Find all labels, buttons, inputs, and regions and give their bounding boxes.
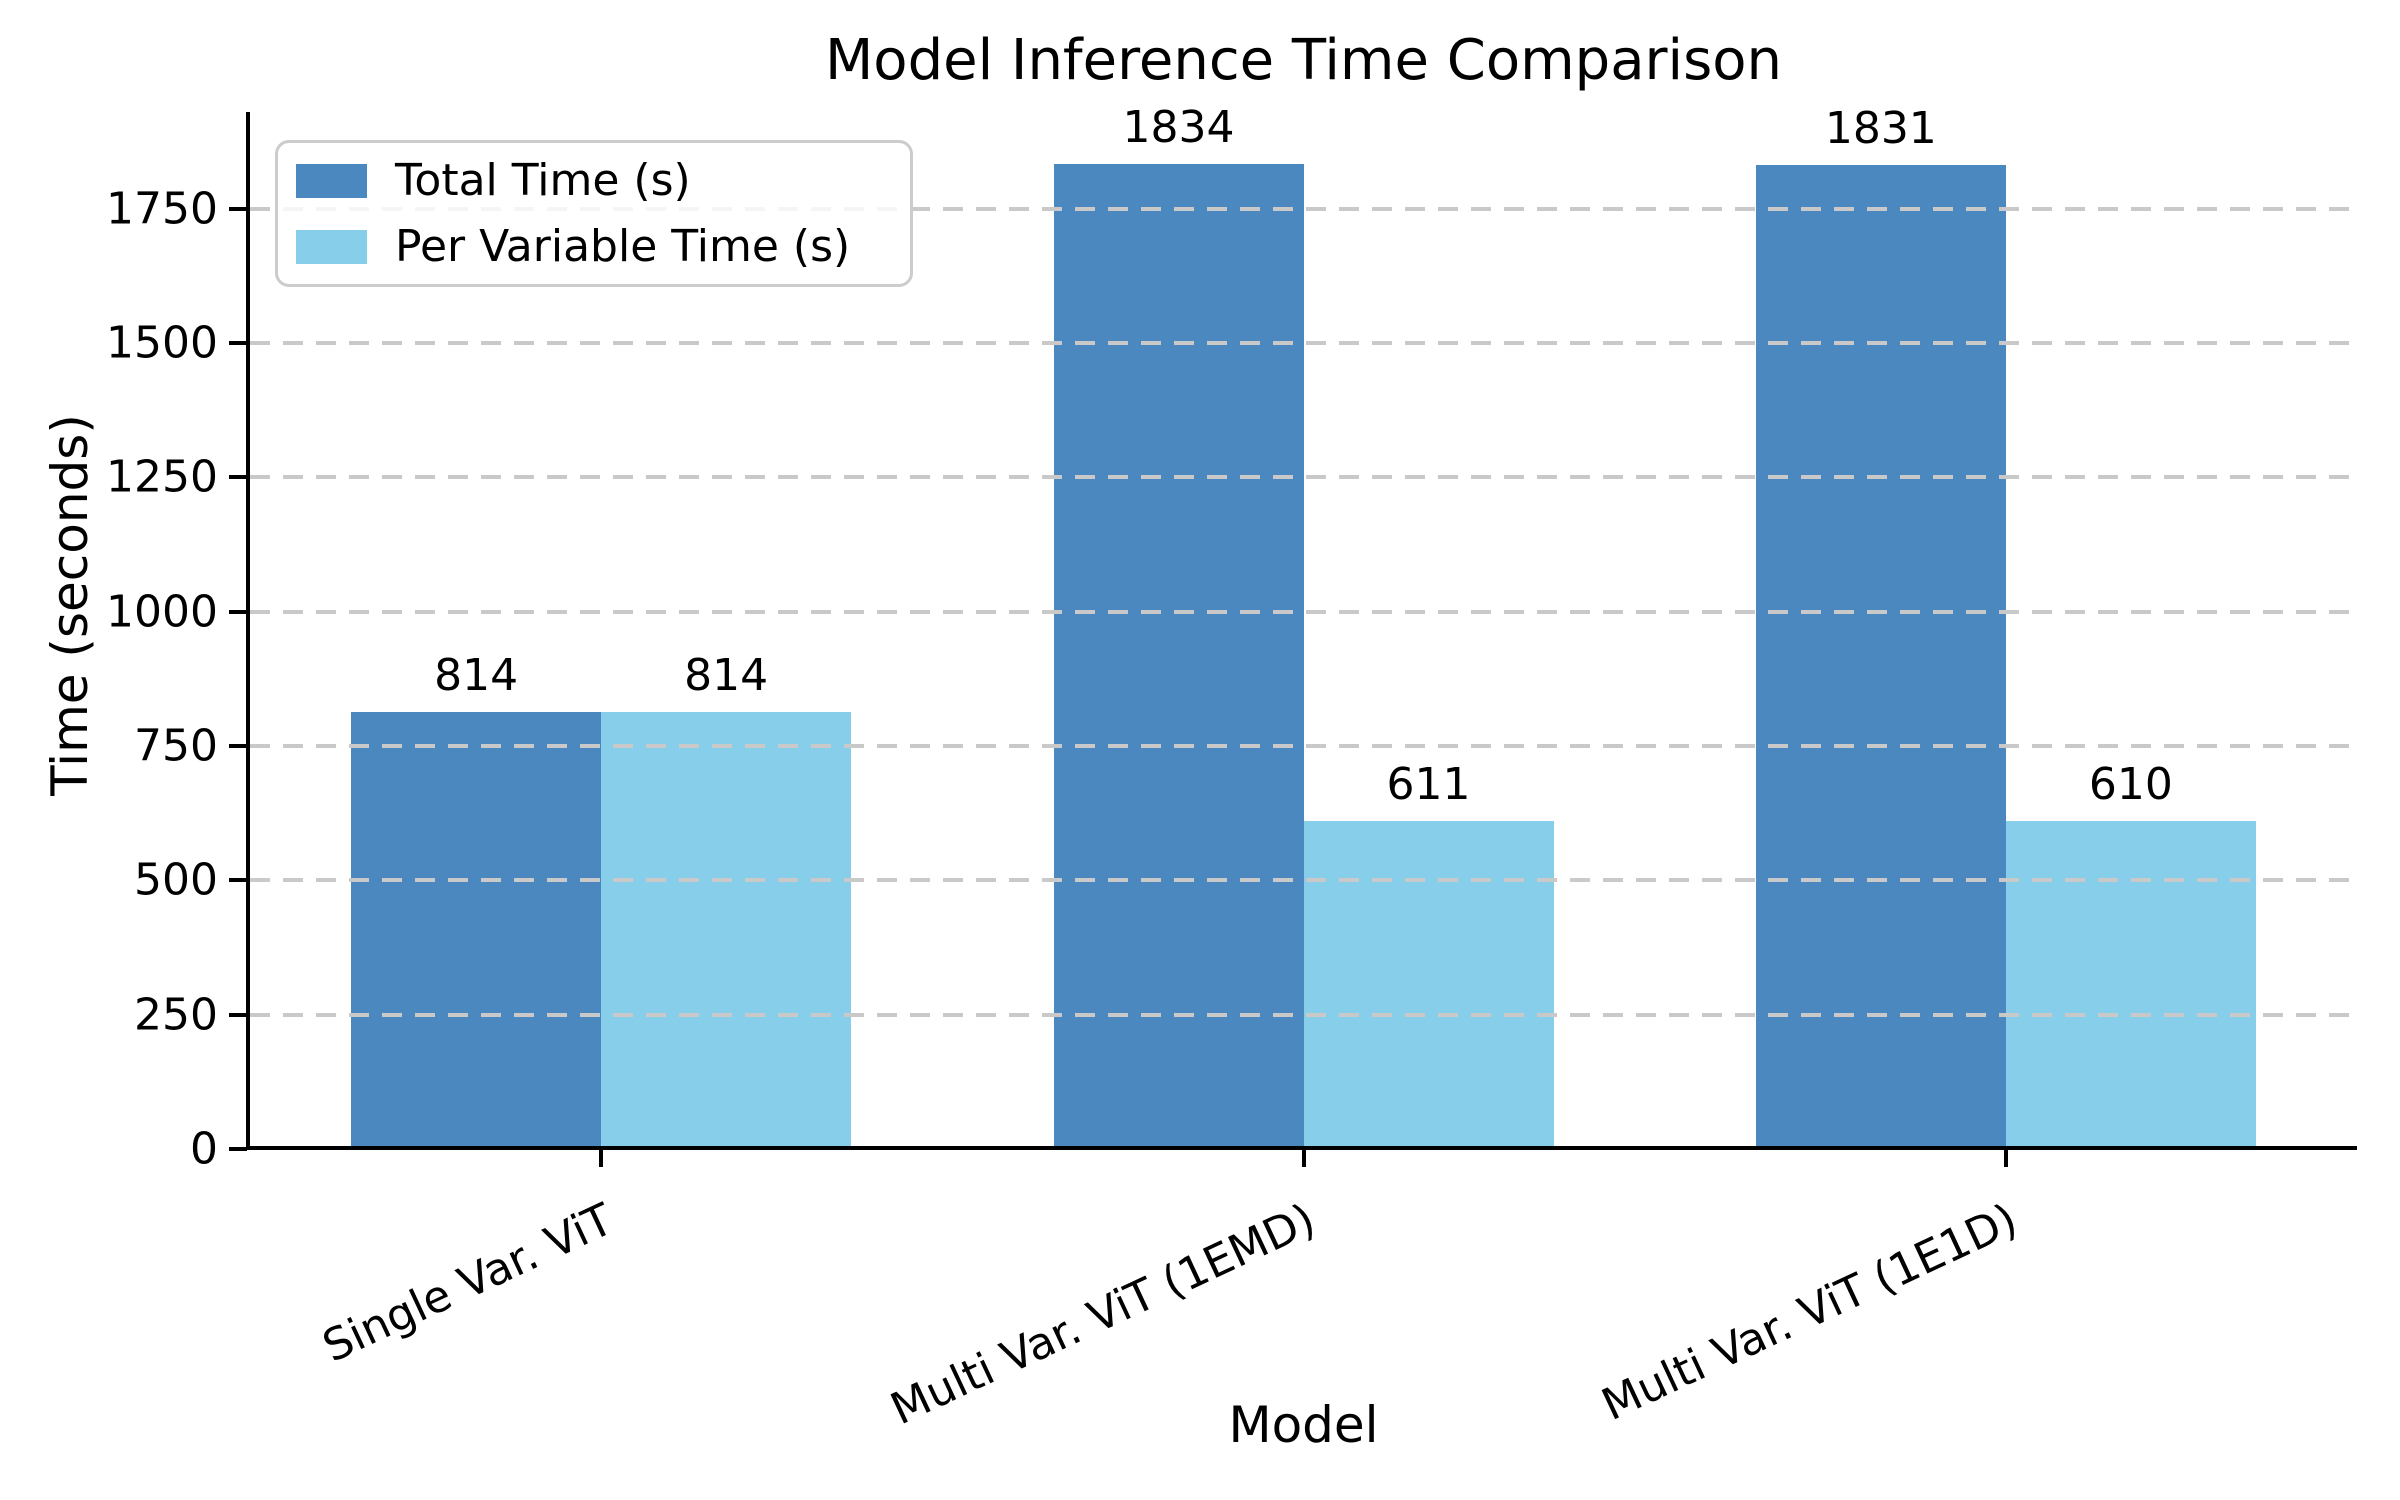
gridline-1500 — [250, 341, 2357, 346]
x-tick-mark-1 — [1301, 1150, 1306, 1167]
y-tick-mark-750 — [229, 744, 247, 749]
bar-total-2 — [1755, 165, 2006, 1149]
bar-total-1 — [1053, 163, 1304, 1149]
x-tick-mark-0 — [599, 1150, 604, 1167]
bar-pervar-2 — [2005, 821, 2256, 1149]
bar-value-label-pervar-1: 611 — [1386, 758, 1471, 810]
y-tick-label-1000: 1000 — [106, 586, 218, 638]
bar-value-label-total-1: 1834 — [1122, 101, 1235, 153]
gridline-1750 — [250, 206, 2357, 211]
x-tick-mark-2 — [2003, 1150, 2008, 1167]
gridline-750 — [250, 744, 2357, 749]
bar-value-label-total-0: 814 — [434, 649, 519, 701]
bar-pervar-1 — [1303, 820, 1554, 1149]
x-axis-label: Model — [1228, 1396, 1379, 1454]
x-tick-label-0: Single Var. ViT — [315, 1194, 621, 1373]
chart-title: Model Inference Time Comparison — [824, 28, 1783, 93]
bar-total-0 — [351, 711, 602, 1149]
bar-value-label-pervar-0: 814 — [684, 649, 769, 701]
legend-item-total-time: Total Time (s) — [296, 154, 892, 206]
y-tick-mark-250 — [229, 1012, 247, 1017]
legend-label-total-time: Total Time (s) — [395, 154, 691, 206]
y-tick-mark-500 — [229, 878, 247, 883]
y-tick-label-750: 750 — [134, 720, 218, 772]
y-tick-mark-1750 — [229, 206, 247, 211]
gridline-1250 — [250, 475, 2357, 480]
y-tick-label-1250: 1250 — [106, 451, 218, 503]
y-tick-label-250: 250 — [134, 989, 218, 1041]
gridline-250 — [250, 1012, 2357, 1017]
bar-value-label-total-2: 1831 — [1824, 103, 1937, 155]
gridline-500 — [250, 878, 2357, 883]
legend-swatch-per-variable-time — [296, 229, 367, 264]
x-axis-line — [246, 1146, 2357, 1150]
legend-item-per-variable-time: Per Variable Time (s) — [296, 220, 892, 272]
y-tick-label-0: 0 — [190, 1123, 218, 1175]
y-axis-line — [246, 112, 250, 1150]
y-tick-label-1500: 1500 — [106, 317, 218, 369]
y-tick-mark-1250 — [229, 475, 247, 480]
legend-swatch-total-time — [296, 163, 367, 198]
legend-label-per-variable-time: Per Variable Time (s) — [395, 220, 851, 272]
bar-value-label-pervar-2: 610 — [2088, 759, 2173, 811]
bar-pervar-0 — [601, 711, 852, 1149]
y-tick-label-500: 500 — [134, 854, 218, 906]
legend: Total Time (s) Per Variable Time (s) — [275, 140, 913, 287]
y-tick-mark-1000 — [229, 609, 247, 614]
y-tick-label-1750: 1750 — [106, 183, 218, 235]
y-tick-mark-0 — [229, 1147, 247, 1151]
gridline-1000 — [250, 609, 2357, 614]
y-tick-mark-1500 — [229, 341, 247, 346]
